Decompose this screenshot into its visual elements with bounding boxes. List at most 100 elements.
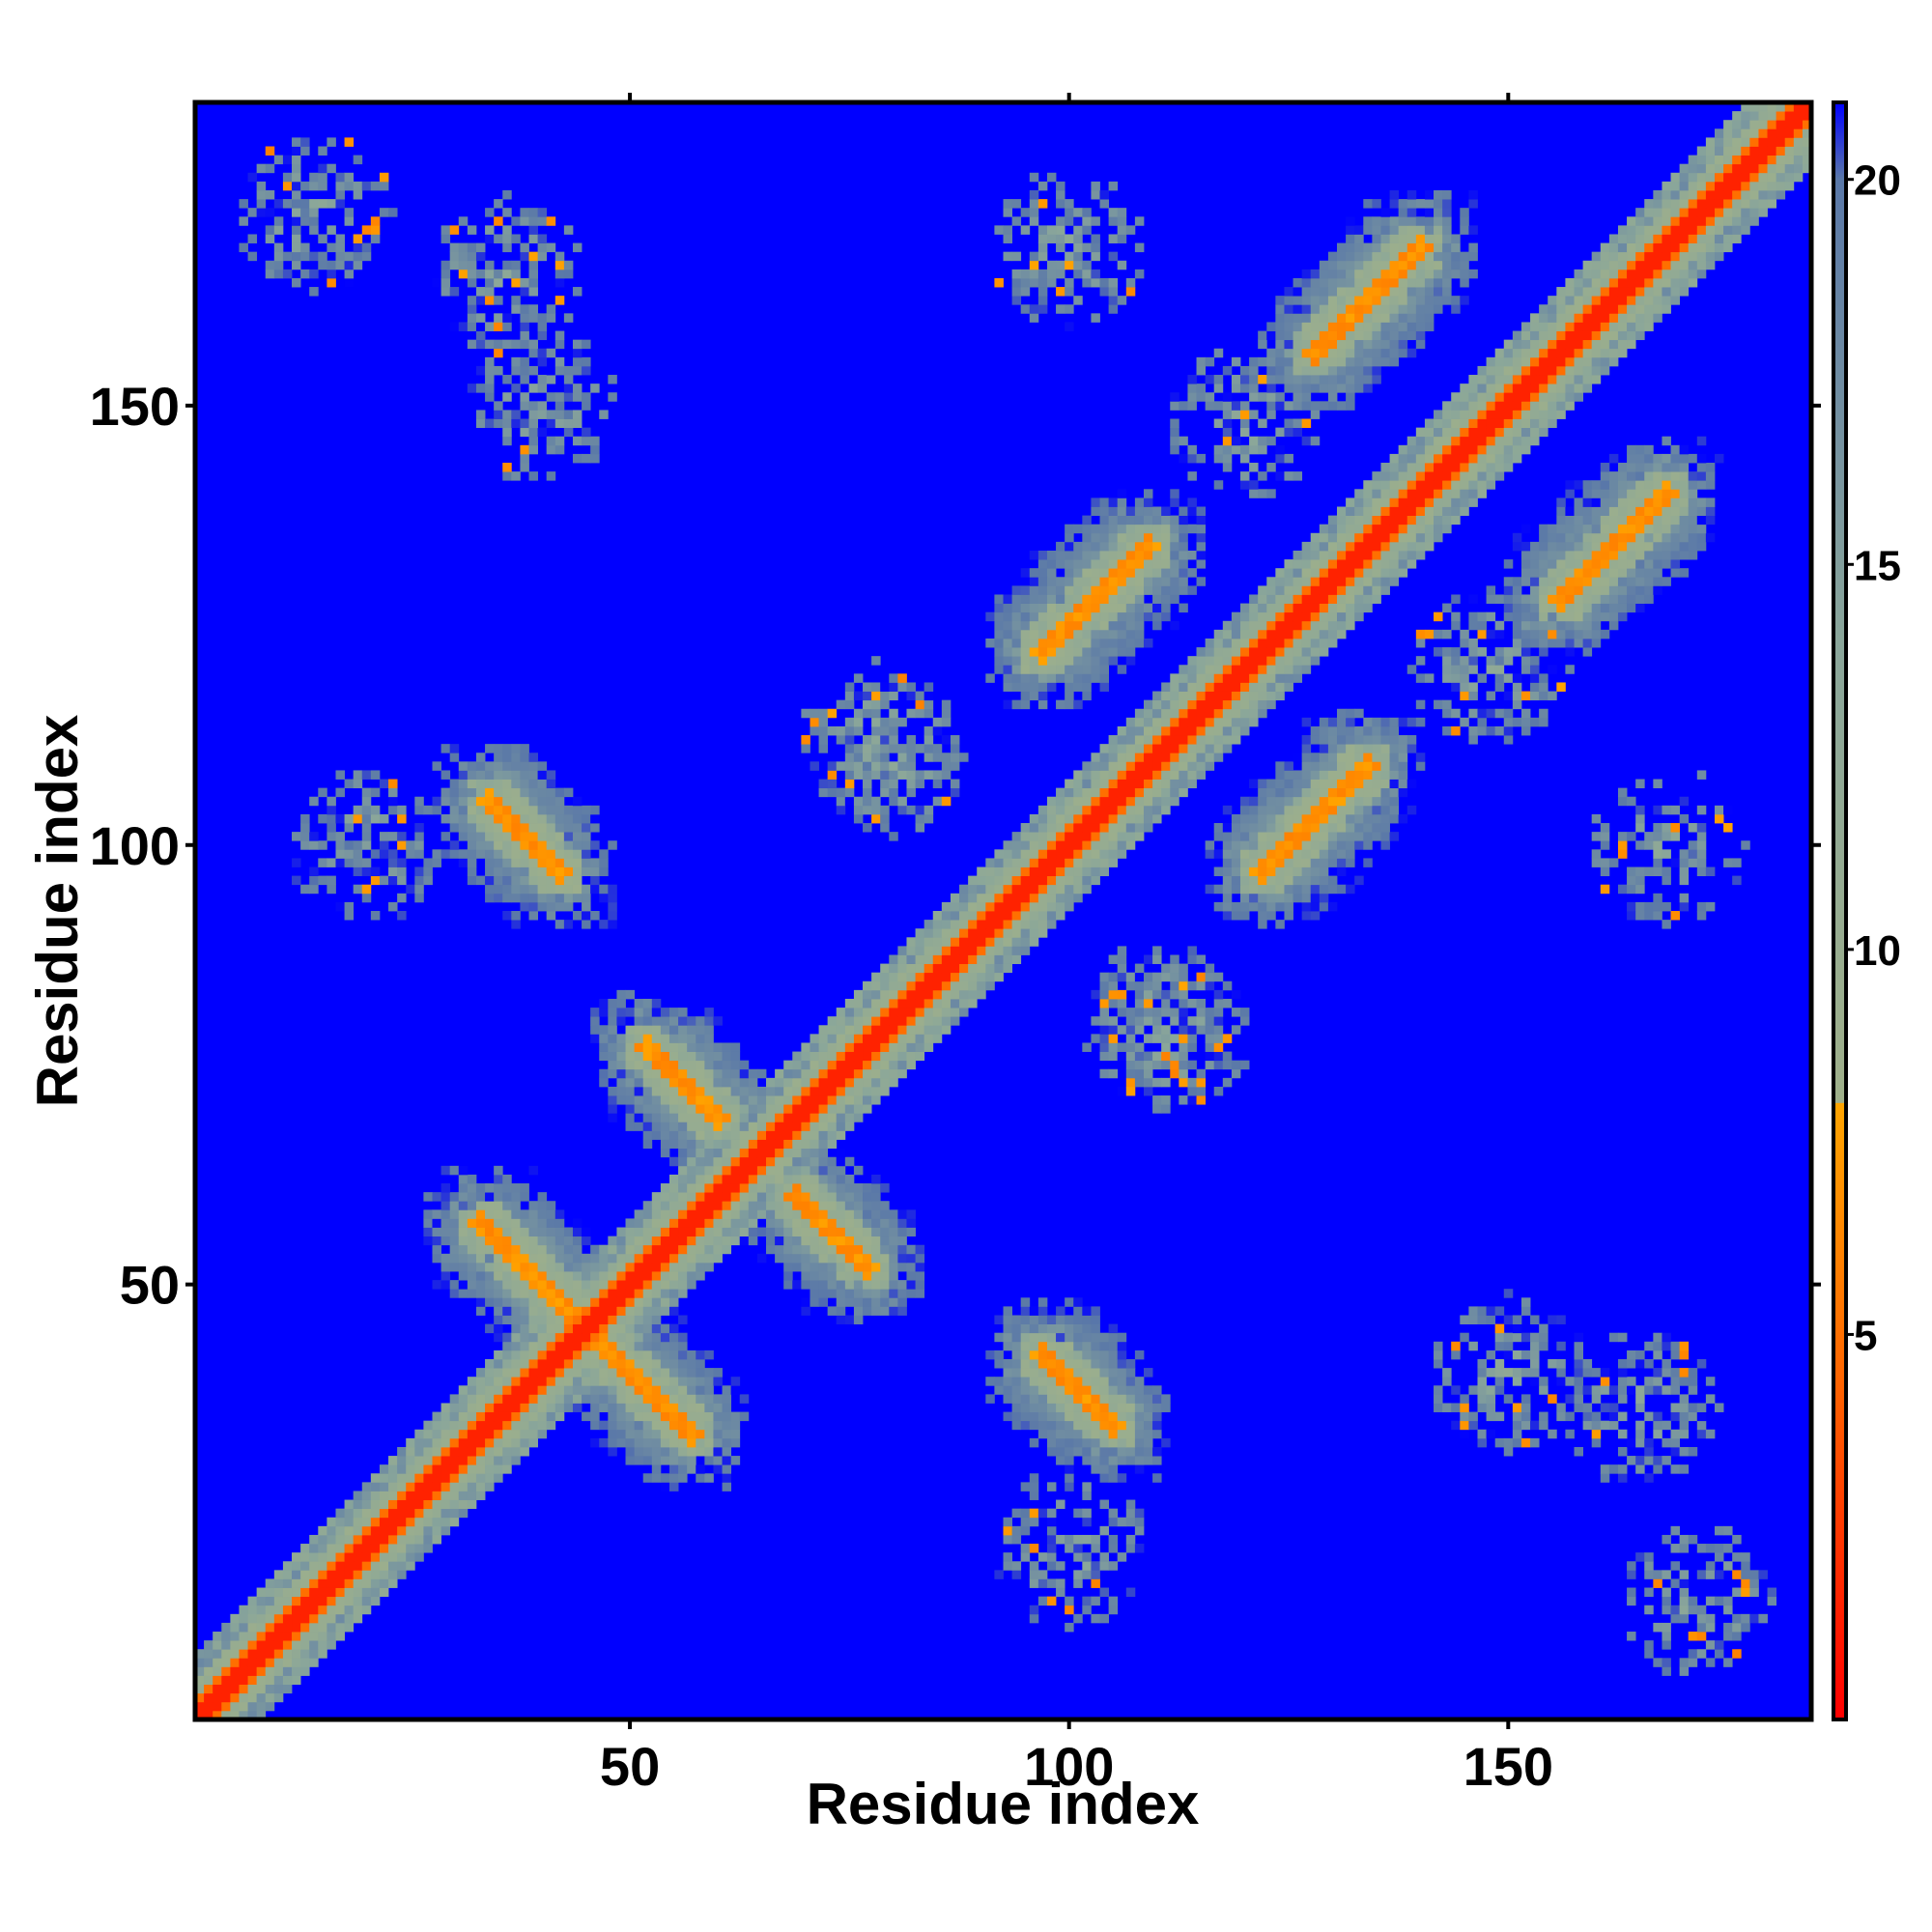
heatmap-cell [1222,725,1233,736]
heatmap-cell [554,1358,565,1369]
heatmap-cell [1239,875,1250,886]
heatmap-cell [494,1209,503,1219]
heatmap-cell [1275,901,1285,912]
heatmap-cell [756,1139,767,1150]
heatmap-cell [1301,796,1312,807]
heatmap-cell [1056,813,1065,824]
heatmap-cell [818,1068,829,1079]
heatmap-cell [1275,673,1285,683]
heatmap-cell [292,1552,301,1562]
heatmap-cell [1073,796,1083,807]
heatmap-cell [1635,805,1645,815]
heatmap-cell [1091,1411,1100,1422]
heatmap-cell [730,1042,741,1052]
heatmap-cell [1653,832,1662,841]
heatmap-cell [485,858,495,867]
heatmap-cell [889,1236,898,1246]
heatmap-cell [994,1332,1004,1343]
heatmap-cell [1600,867,1610,877]
heatmap-cell [1108,832,1119,841]
heatmap-cell [1231,682,1241,692]
heatmap-cell [1125,1016,1136,1026]
heatmap-cell [1029,901,1039,912]
heatmap-cell [775,1068,784,1079]
heatmap-cell [651,1385,662,1395]
heatmap-cell [871,761,881,771]
heatmap-cell [651,1280,662,1290]
heatmap-cell [889,980,898,991]
heatmap-cell [783,1122,793,1131]
heatmap-cell [1530,691,1540,701]
heatmap-cell [651,1253,662,1264]
heatmap-cell [713,1464,723,1474]
heatmap-cell [1099,1051,1110,1062]
heatmap-cell [1635,1420,1645,1431]
heatmap-cell [1108,787,1119,798]
heatmap-cell [1011,1525,1022,1536]
heatmap-cell [1161,963,1171,974]
heatmap-cell [572,893,582,903]
heatmap-cell [449,1517,460,1527]
heatmap-cell [1346,813,1355,824]
heatmap-cell [1099,1042,1110,1052]
heatmap-cell [458,1499,469,1510]
heatmap-cell [1249,901,1259,912]
heatmap-cell [1714,1640,1724,1650]
heatmap-cell [353,1578,363,1588]
heatmap-cell [1056,1358,1065,1369]
heatmap-cell [1046,823,1057,833]
heatmap-cell [1662,1632,1671,1641]
heatmap-cell [704,1420,714,1431]
heatmap-cell [748,1218,758,1228]
heatmap-cell [494,779,503,789]
heatmap-cell [625,1060,636,1070]
heatmap-cell [414,1552,424,1562]
heatmap-cell [853,1218,864,1228]
heatmap-cell [520,796,529,807]
heatmap-cell [494,1332,503,1343]
heatmap-cell [871,1042,881,1052]
heatmap-cell [1723,1605,1733,1615]
heatmap-cell [582,901,591,912]
heatmap-cell [950,920,960,929]
heatmap-cell [1020,1323,1031,1334]
heatmap-cell [651,1218,662,1228]
heatmap-cell [625,1437,636,1448]
heatmap-cell [713,1429,723,1439]
heatmap-cell [370,813,381,824]
heatmap-cell [204,1701,213,1712]
heatmap-cell [722,1201,732,1210]
heatmap-cell [853,761,864,771]
heatmap-cell [273,1570,284,1579]
heatmap-cell [1091,779,1100,789]
heatmap-cell [897,673,907,683]
heatmap-cell [546,832,556,841]
heatmap-cell [485,1482,495,1492]
heatmap-cell [335,1596,345,1606]
heatmap-cell [467,787,477,798]
heatmap-cell [616,1341,626,1351]
heatmap-cell [1460,691,1469,701]
heatmap-cell [792,1086,802,1096]
heatmap-cell [344,1508,355,1519]
heatmap-cell [880,1008,890,1017]
heatmap-cell [1003,963,1012,974]
heatmap-cell [1239,691,1250,701]
heatmap-cell [1415,761,1426,771]
heatmap-cell [608,1034,617,1043]
heatmap-cell [1486,1411,1496,1422]
heatmap-cell [1099,1025,1110,1035]
heatmap-cell [730,1156,741,1167]
heatmap-cell [1653,1341,1662,1351]
heatmap-cell [651,1473,662,1483]
heatmap-cell [634,1394,644,1404]
heatmap-cell [1134,813,1145,824]
heatmap-cell [1125,805,1136,815]
heatmap-cell [923,954,934,964]
heatmap-cell [1056,840,1065,850]
heatmap-cell [713,1411,723,1422]
heatmap-cell [634,998,644,1009]
heatmap-cell [554,1236,565,1246]
heatmap-cell [1486,1394,1496,1404]
heatmap-cell [1037,1508,1048,1519]
